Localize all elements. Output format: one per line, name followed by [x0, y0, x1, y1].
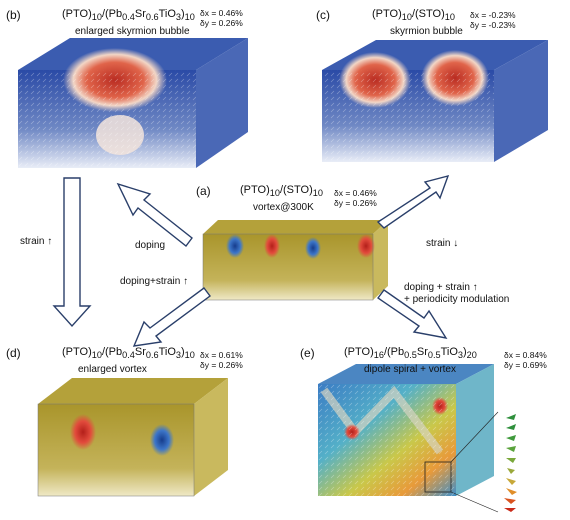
arrow-label-doping-strain-period-1: doping + strain ↑ [404, 282, 478, 293]
arrow-label-doping: doping [135, 240, 166, 251]
panel-c-title: (PTO)10/(STO)10 [372, 8, 455, 23]
panel-label-a: (a) [196, 184, 211, 198]
arrow-label-doping-strain: doping+strain ↑ [120, 276, 189, 287]
arrow-label-strain-down: strain ↓ [426, 238, 459, 249]
panel-a-figure [202, 220, 388, 301]
panel-a-strain-y: δy = 0.26% [334, 198, 377, 208]
panel-d-strain: δx = 0.61% δy = 0.26% [200, 350, 243, 370]
panel-b-strain-y: δy = 0.26% [200, 18, 243, 28]
arrow-a-to-d [132, 287, 211, 347]
panel-e-title: (PTO)16/(Pb0.5Sr0.5TiO3)20 [344, 346, 477, 361]
panel-d-title: (PTO)10/(Pb0.4Sr0.6TiO3)10 [62, 346, 195, 361]
arrow-a-to-b [116, 182, 193, 247]
panel-b-strain-x: δx = 0.46% [200, 8, 243, 18]
panel-label-d: (d) [6, 346, 21, 360]
panel-c-figure [322, 40, 548, 162]
panel-c-strain: δx = -0.23% δy = -0.23% [470, 10, 516, 30]
panel-d-figure [37, 378, 228, 497]
panel-a-subtitle: vortex@300K [253, 202, 314, 213]
panel-label-c: (c) [316, 8, 330, 22]
panel-a-strain: δx = 0.46% δy = 0.26% [334, 188, 377, 208]
panel-d-strain-x: δx = 0.61% [200, 350, 243, 360]
panel-a-strain-x: δx = 0.46% [334, 188, 377, 198]
panel-b-figure [18, 38, 248, 168]
panel-e-strain-x: δx = 0.84% [504, 350, 547, 360]
panel-d-subtitle: enlarged vortex [78, 364, 147, 375]
arrow-a-to-e [377, 289, 448, 339]
arrow-label-doping-strain-period-2: + periodicity modulation [404, 294, 510, 305]
arrow-label-strain-up: strain ↑ [20, 236, 53, 247]
panel-c-subtitle: skyrmion bubble [390, 26, 463, 37]
panel-e-strain: δx = 0.84% δy = 0.69% [504, 350, 547, 370]
panel-e-figure [318, 364, 499, 513]
panel-b-strain: δx = 0.46% δy = 0.26% [200, 8, 243, 28]
panel-label-e: (e) [300, 346, 315, 360]
panel-b-subtitle: enlarged skyrmion bubble [75, 26, 190, 37]
panel-label-b: (b) [6, 8, 21, 22]
panel-c-strain-x: δx = -0.23% [470, 10, 516, 20]
arrow-b-to-d [52, 177, 92, 328]
panel-e-strain-y: δy = 0.69% [504, 360, 547, 370]
panel-a-title: (PTO)10/(STO)10 [240, 184, 323, 199]
dipole-arrow-column [504, 414, 517, 512]
panel-b-title: (PTO)10/(Pb0.4Sr0.6TiO3)10 [62, 8, 195, 23]
panel-d-strain-y: δy = 0.26% [200, 360, 243, 370]
panel-e-subtitle: dipole spiral + vortex [364, 364, 456, 375]
arrow-a-to-c [376, 174, 450, 229]
panel-c-strain-y: δy = -0.23% [470, 20, 516, 30]
